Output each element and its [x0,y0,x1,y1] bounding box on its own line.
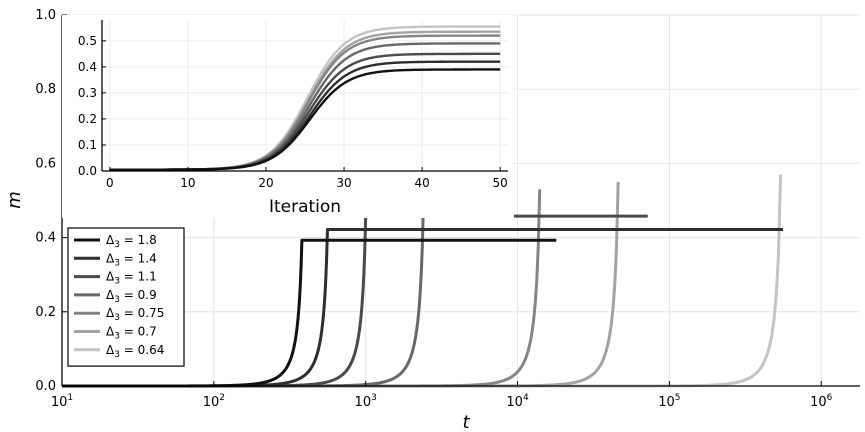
main-y-tick-label: 0.4 [35,231,56,246]
main-y-tick-label: 0.8 [35,82,56,97]
inset-axes [101,20,508,172]
inset-x-tick-label: 30 [336,176,351,190]
main-x-tick-label: 101 [51,393,73,410]
inset-x-tick-label: 20 [258,176,273,190]
inset-x-tick-label: 40 [414,176,429,190]
main-y-tick-label: 0.2 [35,305,56,320]
legend-entry: Δ3 = 1.8 [106,233,157,250]
main-y-tick-label: 0.0 [35,379,56,394]
inset-series-line [109,68,501,171]
inset-x-tick-label: 10 [180,176,195,190]
inset-tick-labels: 0 10 20 30 40 50 0.0 0.1 0.2 0.3 0.4 0.5 [78,34,508,190]
main-x-tick-label: 103 [355,393,377,410]
legend: Δ3 = 1.8Δ3 = 1.4Δ3 = 1.1Δ3 = 0.9Δ3 = 0.7… [67,227,185,367]
legend-entry: Δ3 = 0.7 [106,325,157,342]
legend-entry: Δ3 = 0.9 [106,288,157,305]
main-x-tick-label: 105 [658,393,680,410]
y-axis-label: m [4,191,25,209]
x-axis-label: t [462,412,470,432]
inset-series-group [109,25,501,171]
legend-entry: Δ3 = 1.1 [106,270,157,287]
inset-x-tick-label: 50 [493,176,508,190]
inset-chart: 0 10 20 30 40 50 0.0 0.1 0.2 0.3 0.4 0.5 Iteration [62,15,514,218]
main-y-tick-label: 0.6 [35,156,56,171]
legend-entry: Δ3 = 0.75 [106,306,164,323]
main-y-tick-label: 1.0 [35,8,56,23]
legend-entry: Δ3 = 0.64 [106,343,164,360]
main-x-tick-label: 102 [203,393,225,410]
main-x-tick-label: 104 [506,393,529,410]
main-tick-labels: 101 102 103 104 105 106 0.0 0.2 0.4 0.6 0.8 1.0 [35,8,832,410]
inset-y-tick-label: 0.4 [78,60,97,74]
inset-y-tick-label: 0.2 [78,112,97,126]
inset-y-tick-label: 0.1 [78,138,97,152]
legend-entry: Δ3 = 1.4 [106,251,157,268]
inset-y-tick-label: 0.0 [78,164,97,178]
main-x-tick-label: 106 [810,393,833,410]
inset-background [62,15,514,218]
inset-y-tick-label: 0.5 [78,34,97,48]
inset-x-axis-label: Iteration [269,197,341,217]
legend-box [67,227,185,367]
inset-y-tick-label: 0.3 [78,86,97,100]
inset-x-tick-label: 0 [106,176,114,190]
